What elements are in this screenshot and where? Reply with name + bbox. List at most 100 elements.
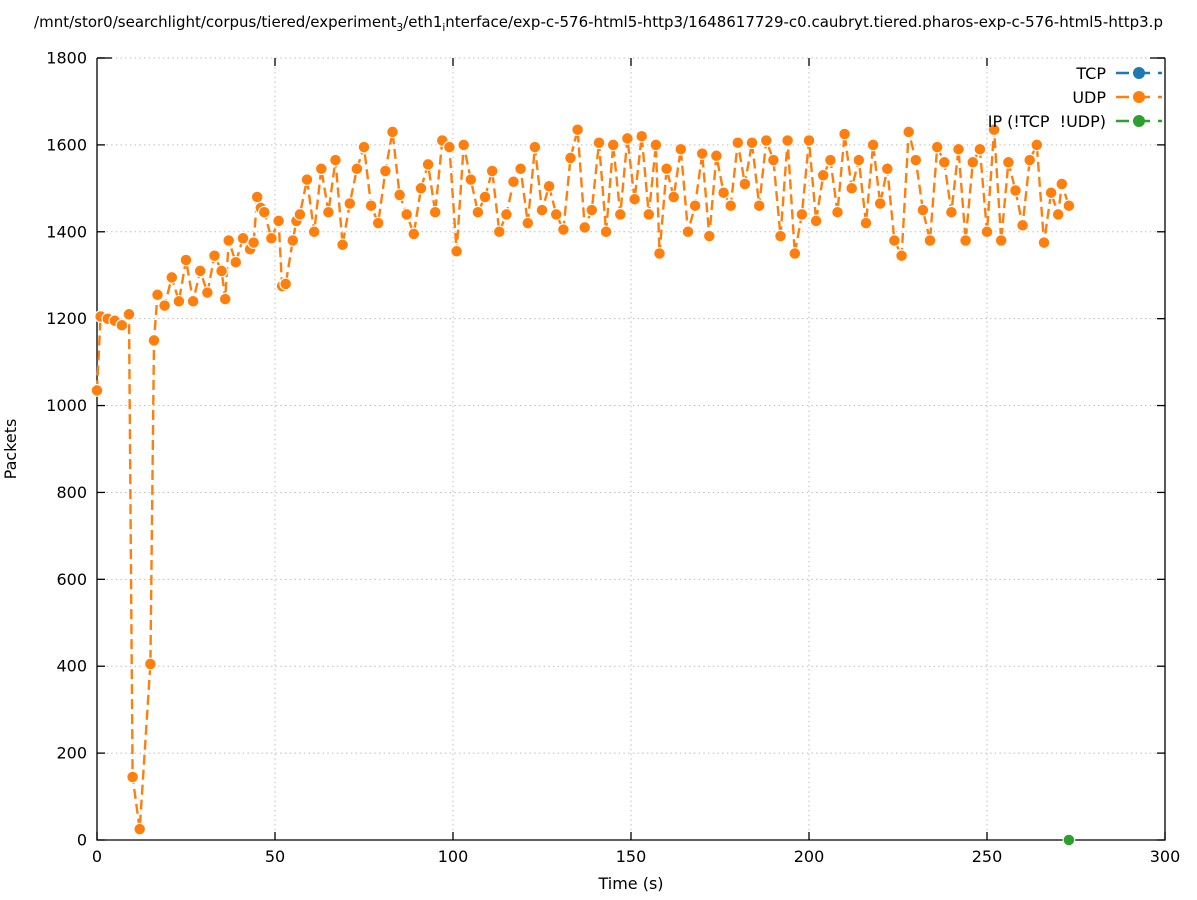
- data-point-udp: [201, 286, 214, 299]
- y-tick-label: 0: [77, 831, 87, 850]
- data-point-udp: [816, 168, 830, 182]
- data-point-udp: [478, 190, 492, 204]
- data-point-udp: [767, 153, 780, 167]
- data-point-udp: [606, 138, 620, 152]
- y-axis-label: Packets: [1, 419, 20, 480]
- data-point-udp: [571, 123, 584, 137]
- data-point-udp: [667, 190, 681, 204]
- y-tick-label: 1600: [46, 135, 87, 154]
- data-point-udp: [500, 208, 513, 221]
- data-point-udp: [222, 234, 236, 247]
- data-point-udp: [450, 244, 463, 258]
- data-point-udp: [642, 208, 656, 221]
- data-point-udp: [578, 221, 592, 234]
- data-point-udp: [115, 318, 129, 332]
- x-tick-label: 50: [265, 847, 285, 866]
- x-axis-label: Time (s): [597, 874, 663, 893]
- data-point-udp: [895, 249, 908, 263]
- title-subscript: 3: [396, 22, 404, 34]
- data-point-udp: [314, 162, 328, 176]
- data-point-udp: [218, 292, 232, 306]
- y-tick-label: 1800: [46, 49, 87, 68]
- data-point-udp: [350, 162, 364, 176]
- data-point-udp: [952, 142, 965, 156]
- data-point-udp: [781, 134, 794, 147]
- legend-item-ip: IP (!TCP !UDP): [988, 109, 1163, 133]
- data-point-udp: [1009, 184, 1022, 197]
- data-point-udp: [973, 142, 987, 156]
- data-point-udp: [902, 125, 916, 139]
- data-point-udp: [674, 142, 688, 156]
- y-tick-label: 1400: [46, 222, 87, 241]
- data-point-udp: [1037, 236, 1051, 249]
- data-point-udp: [831, 205, 844, 219]
- data-point-udp: [1016, 218, 1029, 232]
- data-point-udp: [987, 123, 1001, 137]
- data-point-udp: [838, 127, 851, 141]
- data-point-udp: [414, 181, 428, 195]
- data-point-udp: [193, 264, 207, 278]
- data-point-udp: [144, 657, 157, 671]
- data-point-udp: [702, 229, 716, 243]
- legend-dot-ip: [1133, 115, 1145, 127]
- data-point-udp: [759, 134, 773, 147]
- data-point-udp: [329, 153, 342, 167]
- data-point-udp: [653, 247, 666, 260]
- data-point-udp: [172, 294, 186, 308]
- data-point-udp: [717, 186, 730, 200]
- chart-title: /mnt/stor0/searchlight/corpus/tiered/exp…: [0, 13, 1197, 34]
- data-point-udp: [564, 151, 577, 165]
- data-point-udp: [613, 208, 627, 221]
- data-point-udp: [293, 208, 307, 221]
- data-point-udp: [343, 197, 357, 210]
- data-point-udp: [485, 164, 499, 178]
- data-point-udp: [980, 225, 994, 239]
- data-point-udp: [788, 247, 802, 260]
- data-point-udp: [909, 153, 923, 167]
- data-point-udp: [859, 216, 873, 230]
- data-point-udp: [688, 199, 702, 213]
- data-point-udp: [824, 153, 837, 167]
- data-point-udp: [1051, 208, 1065, 221]
- x-tick-label: 200: [794, 847, 825, 866]
- data-point-udp: [774, 229, 787, 243]
- data-point-ip: [1062, 833, 1076, 847]
- y-tick-label: 200: [56, 744, 87, 763]
- title-segment: nterface/exp-c-576-html5-http3/164861772…: [445, 13, 1163, 31]
- data-point-udp: [1023, 153, 1037, 167]
- data-point-udp: [888, 234, 901, 247]
- data-point-udp: [557, 223, 570, 236]
- data-point-udp: [866, 138, 880, 152]
- y-tick-label: 400: [56, 657, 87, 676]
- x-tick-label: 250: [972, 847, 1003, 866]
- data-point-udp: [492, 225, 506, 239]
- data-point-udp: [250, 190, 264, 204]
- data-point-udp: [122, 307, 136, 321]
- data-point-udp: [179, 253, 193, 267]
- data-point-udp: [279, 277, 293, 291]
- data-point-udp: [959, 234, 972, 247]
- legend-label-udp: UDP: [1072, 87, 1106, 107]
- data-point-udp: [852, 153, 866, 167]
- data-point-udp: [930, 140, 944, 154]
- data-point-udp: [126, 770, 139, 784]
- data-point-udp: [1002, 155, 1015, 169]
- data-point-udp: [635, 129, 649, 143]
- data-point-udp: [599, 225, 613, 239]
- data-point-udp: [923, 234, 937, 247]
- y-tick-label: 800: [56, 483, 87, 502]
- data-point-udp: [621, 132, 634, 145]
- data-point-udp: [802, 134, 816, 147]
- data-point-udp: [208, 249, 221, 263]
- ip-line-marker-icon: [1116, 115, 1162, 127]
- y-tick-label: 600: [56, 570, 87, 589]
- data-point-udp: [521, 216, 535, 230]
- data-point-udp: [393, 188, 406, 202]
- data-point-udp: [549, 208, 563, 221]
- data-point-udp: [247, 236, 260, 249]
- data-point-udp: [628, 192, 641, 206]
- data-point-udp: [421, 158, 435, 171]
- data-point-udp: [236, 231, 250, 245]
- data-point-udp: [133, 822, 147, 836]
